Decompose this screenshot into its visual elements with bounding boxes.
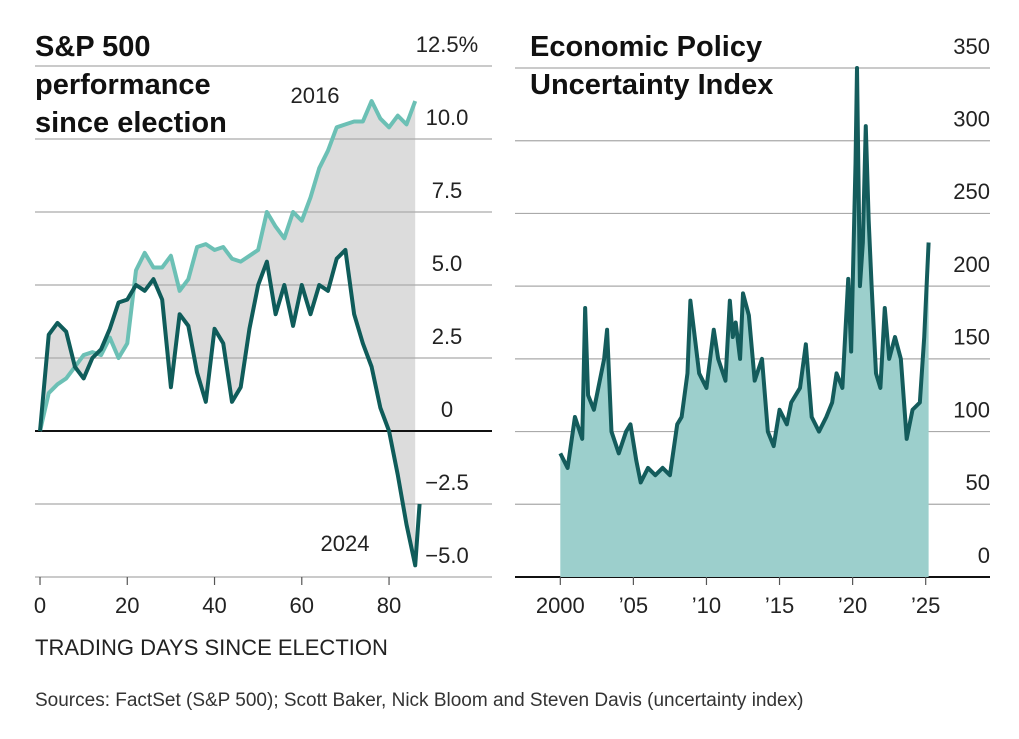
y-tick-label: 300 — [953, 107, 990, 132]
x-tick-label: ’10 — [692, 593, 721, 618]
x-tick-label: 80 — [377, 593, 401, 618]
x-tick-label: 2000 — [536, 593, 585, 618]
chart-title: S&P 500 performance since election — [35, 31, 227, 139]
x-tick-label: ’05 — [619, 593, 648, 618]
source-note: Sources: FactSet (S&P 500); Scott Baker,… — [35, 690, 804, 711]
y-tick-label: −2.5 — [425, 470, 468, 495]
y-tick-label: 100 — [953, 397, 990, 422]
y-tick-label: 200 — [953, 252, 990, 277]
y-tick-label: 50 — [966, 470, 990, 495]
gap-area — [40, 101, 416, 566]
x-tick-label: 60 — [290, 593, 314, 618]
y-tick-label: 250 — [953, 179, 990, 204]
y-tick-label: 2.5 — [432, 324, 463, 349]
line — [38, 247, 422, 568]
line — [558, 66, 931, 485]
y-tick-label: 10.0 — [426, 105, 469, 130]
y-tick-label: 0 — [441, 397, 453, 422]
series-label: 2024 — [321, 531, 370, 556]
x-tick-label: 20 — [115, 593, 139, 618]
x-tick-label: 0 — [34, 593, 46, 618]
y-tick-label: −5.0 — [425, 543, 468, 568]
series-label: 2016 — [291, 83, 340, 108]
line — [38, 99, 418, 432]
chart-title: Economic Policy Uncertainty Index — [530, 31, 774, 101]
y-tick-label: 0 — [978, 543, 990, 568]
y-tick-label: 7.5 — [432, 178, 463, 203]
y-tick-label: 150 — [953, 325, 990, 350]
y-tick-label: 12.5% — [416, 32, 478, 57]
x-tick-label: 40 — [202, 593, 226, 618]
x-tick-label: ’15 — [765, 593, 794, 618]
x-tick-label: ’25 — [911, 593, 940, 618]
x-tick-label: ’20 — [838, 593, 867, 618]
area — [560, 68, 929, 577]
x-axis-label: TRADING DAYS SINCE ELECTION — [35, 635, 388, 660]
y-tick-label: 5.0 — [432, 251, 463, 276]
y-tick-label: 350 — [953, 34, 990, 59]
